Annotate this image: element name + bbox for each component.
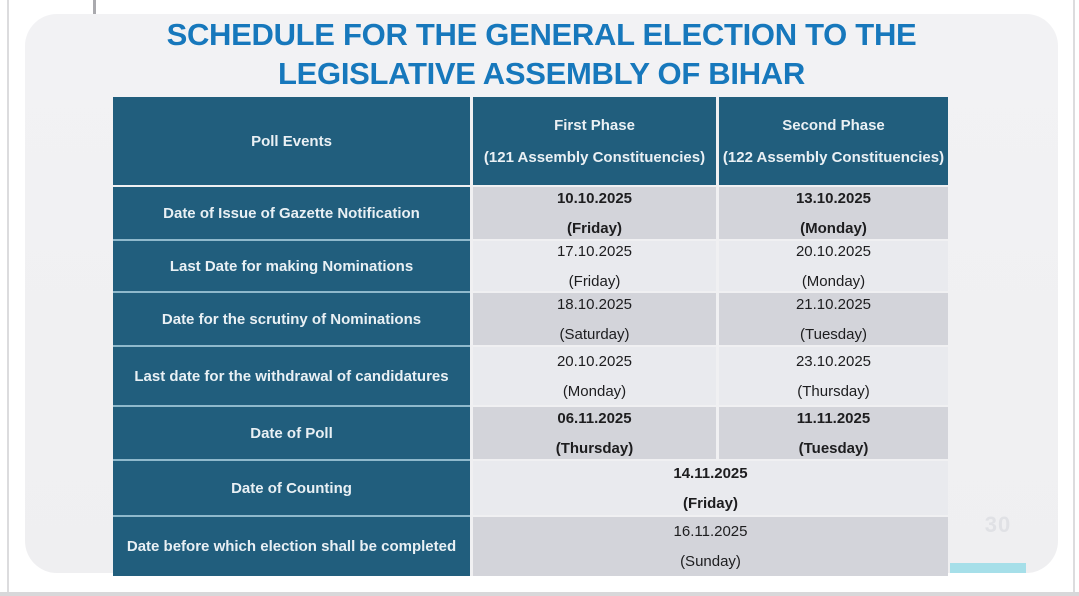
cell-day: (Friday) — [566, 219, 622, 237]
slide-accent-bar — [950, 563, 1026, 573]
slide-title: SCHEDULE FOR THE GENERAL ELECTION TO THE… — [60, 15, 1023, 93]
cell-day: (Friday) — [682, 494, 738, 512]
viewer-bottom-border — [0, 592, 1079, 596]
cell-day: (Thursday) — [555, 439, 634, 457]
cell-date: 21.10.2025 — [795, 295, 872, 313]
column-header-subtitle: (122 Assembly Constituencies) — [722, 148, 945, 166]
cell-date: 20.10.2025 — [556, 352, 633, 370]
viewer-left-border — [7, 0, 9, 596]
column-header-first-phase: First Phase (121 Assembly Constituencies… — [473, 97, 716, 185]
table-cell-phase1: 17.10.2025 (Friday) — [473, 241, 716, 291]
cell-day: (Friday) — [568, 272, 621, 290]
event-label-withdrawal-candidatures: Last date for the withdrawal of candidat… — [113, 347, 470, 405]
table-cell-phase1: 10.10.2025 (Friday) — [473, 187, 716, 239]
table-cell-phase1: 18.10.2025 (Saturday) — [473, 293, 716, 345]
viewer-top-tick — [93, 0, 96, 16]
cell-date: 20.10.2025 — [795, 242, 872, 260]
table-cell-phase2: 23.10.2025 (Thursday) — [719, 347, 948, 405]
table-cell-phase2: 13.10.2025 (Monday) — [719, 187, 948, 239]
cell-date: 14.11.2025 — [673, 464, 748, 482]
cell-day: (Sunday) — [680, 553, 741, 570]
cell-date: 17.10.2025 — [556, 242, 633, 260]
cell-date: 18.10.2025 — [556, 295, 633, 313]
table-cell-phase2: 21.10.2025 (Tuesday) — [719, 293, 948, 345]
slide-title-line2: LEGISLATIVE ASSEMBLY OF BIHAR — [278, 56, 805, 91]
cell-date: 23.10.2025 — [795, 352, 872, 370]
column-header-subtitle: (121 Assembly Constituencies) — [483, 148, 706, 166]
slide-title-line1: SCHEDULE FOR THE GENERAL ELECTION TO THE — [166, 17, 917, 52]
cell-date: 16.11.2025 — [673, 523, 748, 540]
cell-day: (Monday) — [800, 219, 867, 237]
cell-date: 11.11.2025 — [796, 409, 871, 427]
cell-day: (Monday) — [562, 382, 627, 400]
event-label-date-of-poll: Date of Poll — [113, 407, 470, 459]
event-label-making-nominations: Last Date for making Nominations — [113, 241, 470, 291]
table-cell-combined: 14.11.2025 (Friday) — [473, 461, 948, 515]
event-label-date-of-counting: Date of Counting — [113, 461, 470, 515]
event-label-scrutiny-nominations: Date for the scrutiny of Nominations — [113, 293, 470, 345]
column-header-title: Second Phase — [782, 116, 885, 134]
column-header-poll-events: Poll Events — [113, 97, 470, 185]
cell-day: (Tuesday) — [800, 325, 867, 343]
table-cell-phase2: 20.10.2025 (Monday) — [719, 241, 948, 291]
table-cell-combined: 16.11.2025 (Sunday) — [473, 517, 948, 576]
column-header-title: Poll Events — [251, 132, 332, 150]
table-cell-phase1: 20.10.2025 (Monday) — [473, 347, 716, 405]
table-cell-phase1: 06.11.2025 (Thursday) — [473, 407, 716, 459]
column-header-title: First Phase — [554, 116, 635, 134]
cell-day: (Monday) — [801, 272, 866, 290]
cell-day: (Saturday) — [559, 325, 630, 343]
viewer-right-border — [1073, 0, 1075, 596]
column-header-second-phase: Second Phase (122 Assembly Constituencie… — [719, 97, 948, 185]
cell-day: (Tuesday) — [798, 439, 869, 457]
slide-page-number: 30 — [984, 512, 1012, 537]
cell-date: 06.11.2025 — [557, 409, 632, 427]
event-label-gazette-notification: Date of Issue of Gazette Notification — [113, 187, 470, 239]
cell-day: (Thursday) — [797, 382, 870, 400]
cell-date: 10.10.2025 — [556, 189, 633, 207]
table-cell-phase2: 11.11.2025 (Tuesday) — [719, 407, 948, 459]
event-label-election-completed: Date before which election shall be comp… — [113, 517, 470, 576]
cell-date: 13.10.2025 — [795, 189, 872, 207]
election-schedule-table: Poll Events First Phase (121 Assembly Co… — [113, 97, 948, 576]
